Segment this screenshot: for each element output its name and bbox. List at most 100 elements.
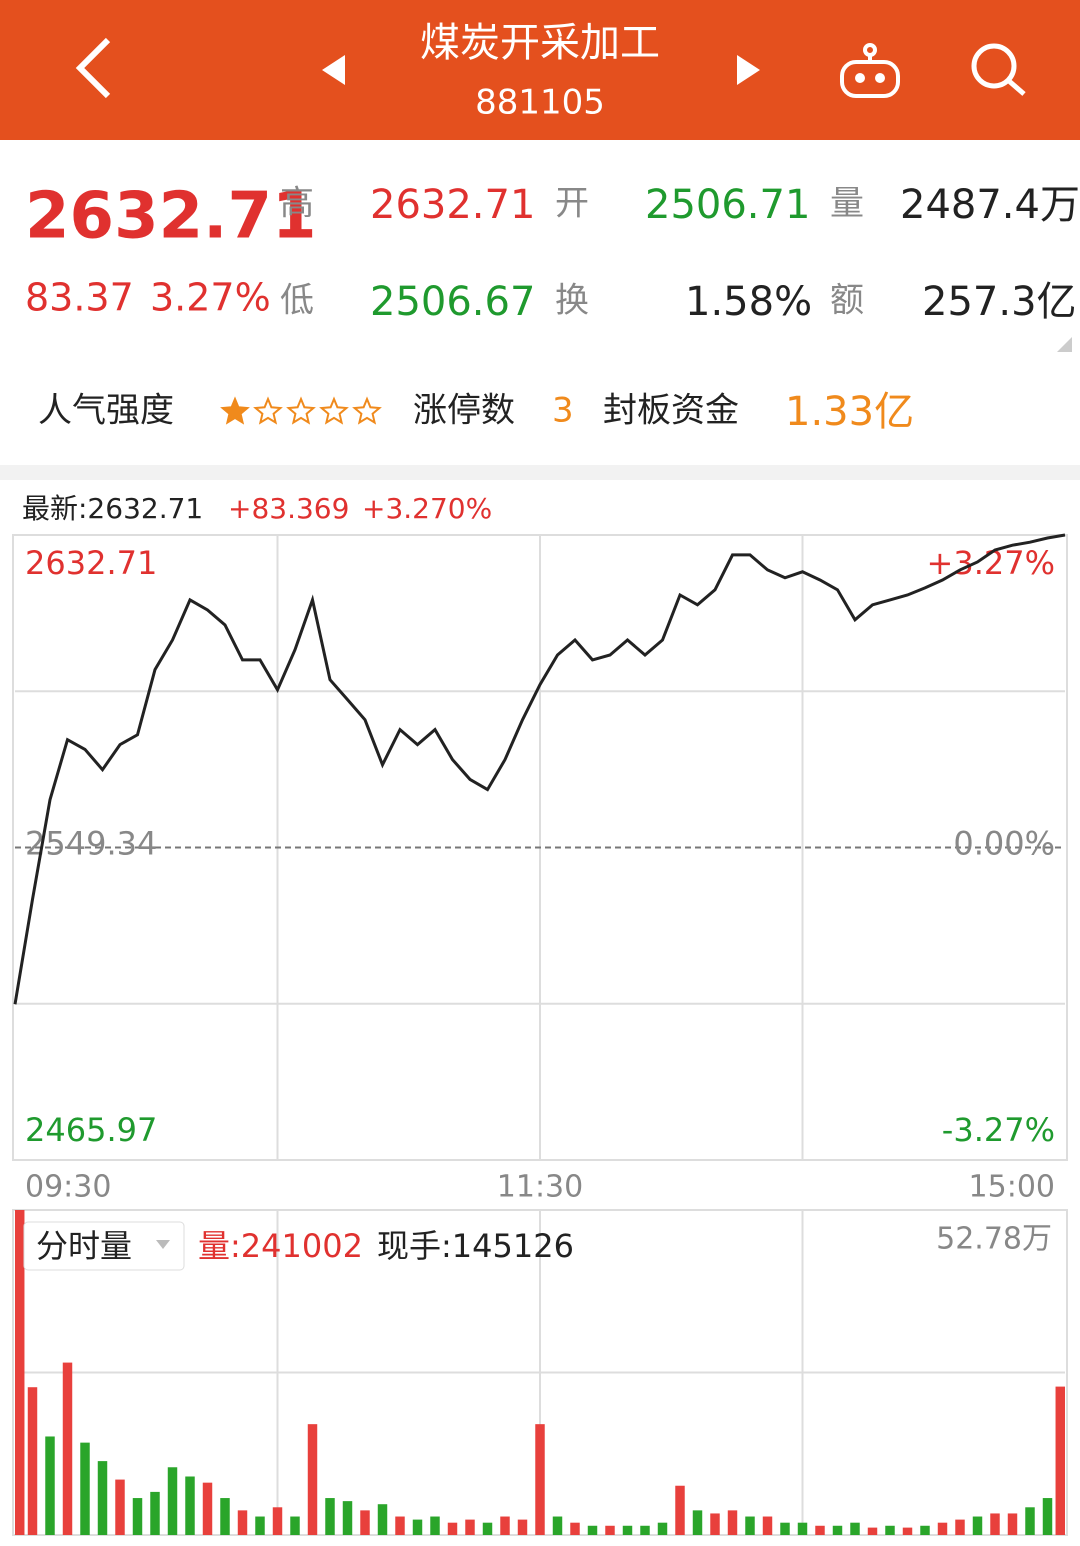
volume-bar: [45, 1436, 55, 1535]
change: 83.37: [25, 276, 134, 320]
volume-bar: [902, 1527, 913, 1535]
x-tick-label: 09:30: [25, 1170, 111, 1205]
volume-bar: [500, 1516, 510, 1535]
stat-label: 量: [830, 184, 864, 224]
volume-bar: [185, 1476, 195, 1535]
volume-bar: [150, 1491, 160, 1535]
volume-bar: [132, 1498, 143, 1535]
app-bar: [0, 0, 1080, 140]
volume-bar: [990, 1513, 1000, 1535]
price: 2632.71: [25, 180, 317, 254]
popularity-label: 人气强度: [38, 391, 174, 431]
volume-bar: [692, 1510, 703, 1535]
corner-mark: [1057, 337, 1072, 352]
volume-bar: [307, 1424, 318, 1535]
volume-bar: [780, 1522, 790, 1535]
latest-pct: +3.270%: [362, 492, 492, 525]
latest-change: +83.369: [228, 492, 349, 525]
y-tick-label: 2465.97: [25, 1111, 157, 1149]
y-tick-label: 2632.71: [25, 544, 157, 582]
divider: [0, 465, 1080, 480]
volume-bar: [167, 1467, 178, 1535]
stat-value: 2506.67: [370, 279, 535, 325]
volume-bar: [1055, 1386, 1065, 1535]
volume-bar: [342, 1501, 353, 1535]
volume-bar: [885, 1525, 895, 1535]
latest: 最新:2632.71: [22, 492, 203, 525]
y2-tick-label: -3.27%: [942, 1111, 1055, 1149]
stat-label: 开: [555, 184, 589, 224]
robot-button[interactable]: [840, 43, 900, 98]
volume-bar: [27, 1387, 38, 1535]
volume-bar: [325, 1498, 335, 1535]
volume-hand: 现手:145126: [377, 1227, 574, 1265]
volume-bar: [675, 1485, 685, 1535]
star: [220, 396, 250, 425]
volume-bar: [552, 1516, 563, 1535]
volume-bar: [535, 1424, 545, 1535]
stat-label: 低: [280, 281, 314, 321]
volume-bar: [482, 1522, 493, 1535]
volume-bar: [97, 1461, 108, 1535]
volume-bar: [640, 1525, 650, 1535]
y-tick-label: 2549.34: [25, 825, 157, 863]
stat-label: 额: [830, 281, 864, 321]
seal-amount: 1.33亿: [785, 389, 914, 435]
limit-up-count: 3: [552, 391, 574, 431]
next-button[interactable]: [737, 55, 760, 85]
volume-bar: [202, 1482, 213, 1535]
back-button[interactable]: [75, 37, 111, 99]
volume-bar: [1042, 1498, 1053, 1535]
volume-bar: [465, 1519, 475, 1535]
limit-up-label: 涨停数: [413, 391, 515, 431]
stat-value: 2487.4万: [900, 182, 1080, 228]
volume-title: 分时量: [36, 1227, 132, 1265]
volume-bar: [517, 1519, 528, 1535]
volume-bar: [272, 1507, 283, 1535]
price-line: [13, 533, 1066, 1005]
stat-value: 2632.71: [370, 182, 535, 228]
title: 煤炭开采加工: [420, 20, 660, 66]
volume-bar: [1025, 1507, 1035, 1535]
change-pct: 3.27%: [150, 276, 271, 320]
volume-bar: [290, 1516, 300, 1535]
star: [352, 396, 382, 425]
y-tick-label: 52.78万: [936, 1222, 1052, 1257]
volume-bar: [15, 1210, 25, 1535]
volume-bar: [867, 1527, 878, 1535]
seal-label: 封板资金: [603, 391, 739, 431]
stat-value: 1.58%: [685, 279, 812, 325]
volume-bar: [220, 1498, 230, 1535]
y2-tick-label: 0.00%: [953, 825, 1055, 863]
volume-bar: [920, 1525, 930, 1535]
rating: [220, 396, 382, 425]
volume-dropdown[interactable]: [23, 1221, 185, 1271]
star: [319, 396, 349, 425]
stat-value: 2506.71: [645, 182, 810, 228]
star: [286, 396, 316, 425]
volume-bar: [80, 1442, 90, 1535]
stat-label: 换: [555, 281, 589, 321]
x-tick-label: 11:30: [497, 1170, 583, 1205]
volume-bar: [850, 1522, 860, 1535]
y2-tick-label: +3.27%: [927, 544, 1055, 582]
volume-bar: [115, 1479, 125, 1535]
stat-label: 高: [280, 184, 314, 224]
volume-bar: [570, 1522, 580, 1535]
volume-bar: [727, 1510, 738, 1535]
volume-bar: [377, 1504, 388, 1535]
volume-bar: [255, 1516, 265, 1535]
volume-bar: [237, 1510, 248, 1535]
stat-value: 257.3亿: [922, 279, 1077, 325]
volume-bar: [622, 1525, 633, 1535]
prev-button[interactable]: [322, 55, 345, 85]
search-button[interactable]: [971, 43, 1026, 96]
volume-bar: [745, 1516, 755, 1535]
volume-bar: [955, 1519, 965, 1535]
x-tick-label: 15:00: [969, 1170, 1055, 1205]
volume-bar: [937, 1522, 948, 1535]
volume-bar: [360, 1510, 370, 1535]
volume-bar: [657, 1522, 668, 1535]
volume-bar: [710, 1513, 720, 1535]
